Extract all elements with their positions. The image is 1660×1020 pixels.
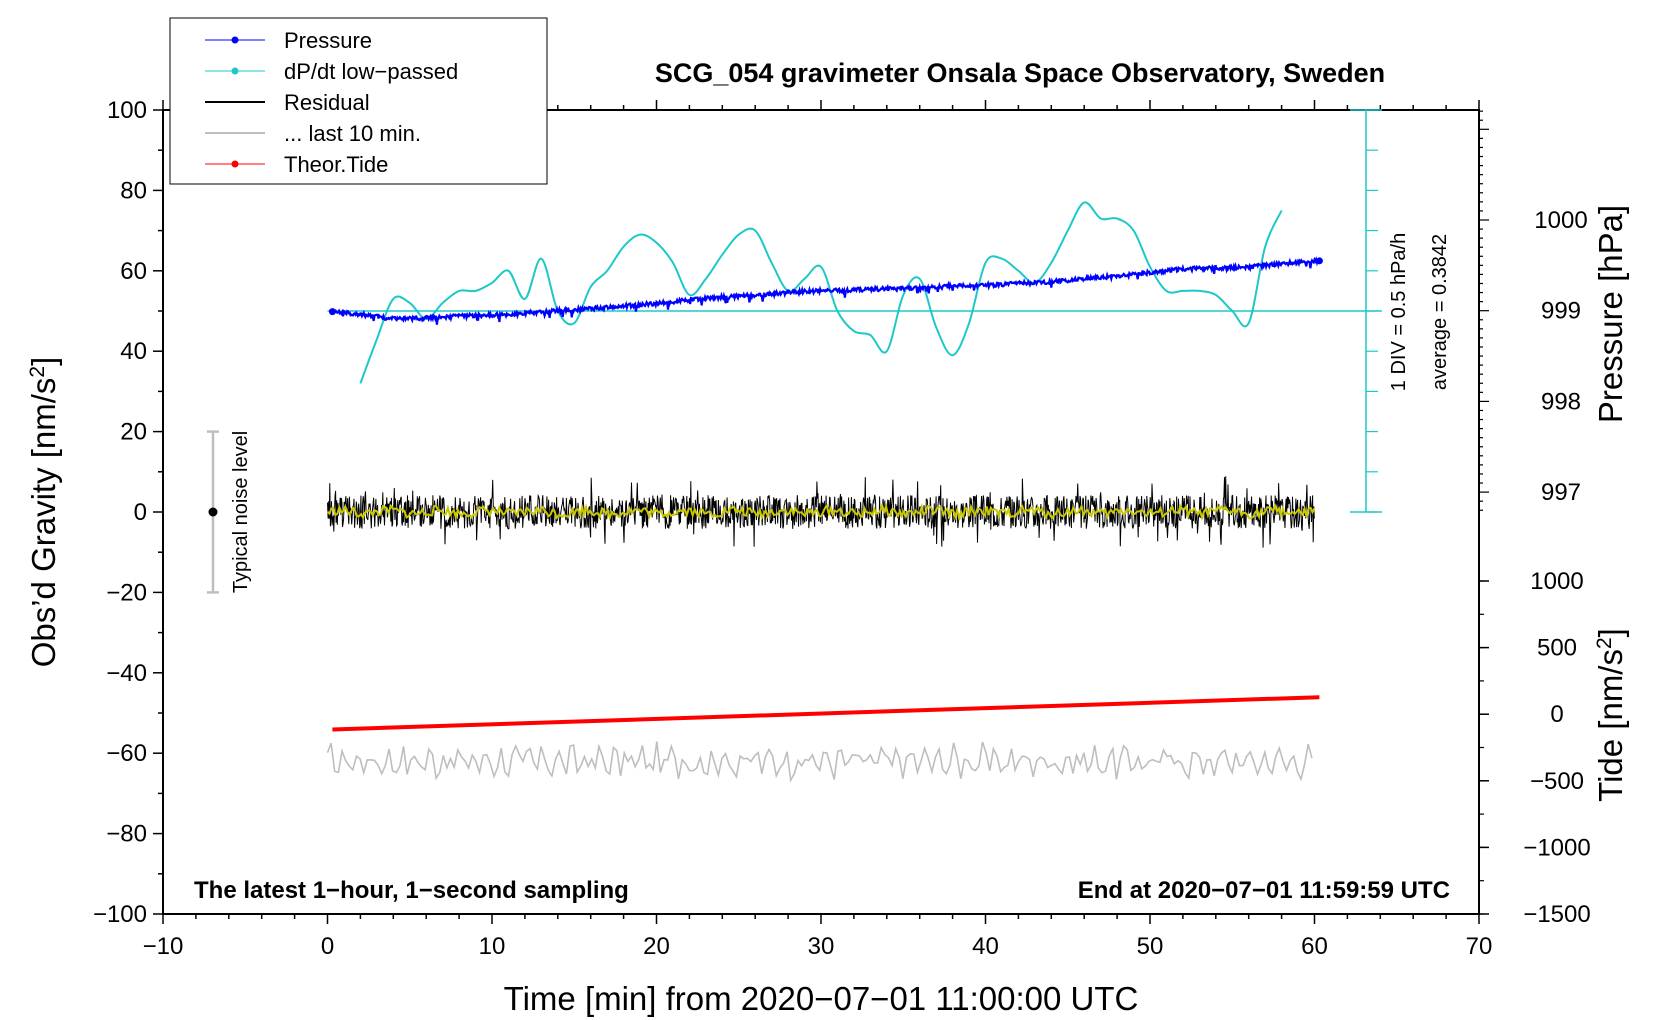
left-y-tick-label: 60 [120,258,147,285]
noise-level-marker [207,430,219,594]
left-y-tick-label: 20 [120,419,147,446]
pressure-tick-label: 1000 [1534,207,1587,234]
pressure-trace [331,256,1321,325]
pressure-tick-label: 997 [1541,479,1581,506]
chart-title: SCG_054 gravimeter Onsala Space Observat… [655,58,1385,88]
x-tick-label: 50 [1137,933,1164,960]
legend-label-last10: ... last 10 min. [284,121,421,146]
left-y-tick-label: 80 [120,177,147,204]
legend-dot-tide [231,160,239,168]
x-tick-label: 40 [972,933,999,960]
pressure-axis: 1000 999 998 997 [1479,110,1588,511]
x-tick-label: 10 [479,933,506,960]
pressure-start-dot [328,308,336,316]
legend-entry-last10: ... last 10 min. [205,121,421,146]
div-scale-label: 1 DIV = 0.5 hPa/h [1388,233,1410,391]
residual-smoothed-trace [326,502,1316,522]
legend-entry-residual: Residual [205,90,370,115]
legend-label-pressure: Pressure [284,28,372,53]
x-tick-label: 30 [808,933,835,960]
y-axis-label-tide: Tide [nm/s2] [1592,628,1629,802]
pressure-tick-label: 998 [1541,388,1581,415]
x-tick-label: 0 [321,933,334,960]
y-axis-label-left-main: Obs’d Gravity [nm/s [25,378,62,668]
tide-tick-label: −500 [1530,768,1584,795]
noise-center-dot [208,507,218,517]
legend-dot-pressure [231,36,239,44]
left-y-axis: 100 80 60 40 20 0 −20 −40 −60 −80 −100 [93,97,163,928]
tide-tick-label: 0 [1550,701,1563,728]
x-tick-label: 70 [1466,933,1493,960]
y-axis-label-tide-sup: 2 [1593,637,1616,649]
legend-dot-dpdt [231,67,239,75]
tide-tick-label: −1500 [1523,901,1590,928]
tide-tick-label: 1000 [1530,568,1583,595]
pressure-tick-label: 999 [1541,298,1581,325]
left-y-tick-label: 40 [120,338,147,365]
left-y-tick-label: −80 [106,821,147,848]
y-axis-label-tide-main: Tide [nm/s [1592,649,1629,802]
left-y-tick-label: −40 [106,660,147,687]
legend-label-tide: Theor.Tide [284,152,388,177]
x-tick-label: −10 [143,933,184,960]
tide-tick-label: 500 [1537,635,1577,662]
legend: Pressure dP/dt low−passed Residual ... l… [169,17,548,185]
sampling-annotation: The latest 1−hour, 1−second sampling [194,877,629,904]
x-tick-label: 60 [1301,933,1328,960]
end-time-annotation: End at 2020−07−01 11:59:59 UTC [1078,877,1450,904]
y-axis-label-pressure: Pressure [hPa] [1592,205,1629,423]
left-y-tick-label: 100 [107,97,147,124]
x-tick-label: 20 [643,933,670,960]
legend-entry-tide: Theor.Tide [205,152,388,177]
left-y-tick-label: −60 [106,740,147,767]
left-y-tick-label: 0 [134,499,147,526]
noise-level-label: Typical noise level [230,431,252,593]
tide-tick-label: −1000 [1523,834,1590,861]
legend-label-residual: Residual [284,90,370,115]
x-axis-label: Time [min] from 2020−07−01 11:00:00 UTC [504,980,1139,1017]
last10-trace [326,741,1313,783]
dpdt-curve [359,201,1283,384]
residual-trace [327,476,1315,548]
y-axis-label-left: Obs’d Gravity [nm/s2] [25,357,62,668]
tide-axis: 1000 500 0 −500 −1000 −1500 [1479,568,1591,928]
left-y-tick-label: −100 [93,901,147,928]
series-layer [326,201,1382,783]
legend-entry-pressure: Pressure [205,28,372,53]
average-label: average = 0.3842 [1429,234,1451,390]
tide-line [332,695,1320,732]
left-y-tick-label: −20 [106,579,147,606]
y-axis-label-left-sup: 2 [26,366,49,378]
x-axis: −10 0 10 20 30 40 50 60 70 [143,100,1493,960]
legend-entry-dpdt: dP/dt low−passed [205,59,458,84]
pressure-end-dot [1315,257,1323,265]
legend-label-dpdt: dP/dt low−passed [284,59,458,84]
